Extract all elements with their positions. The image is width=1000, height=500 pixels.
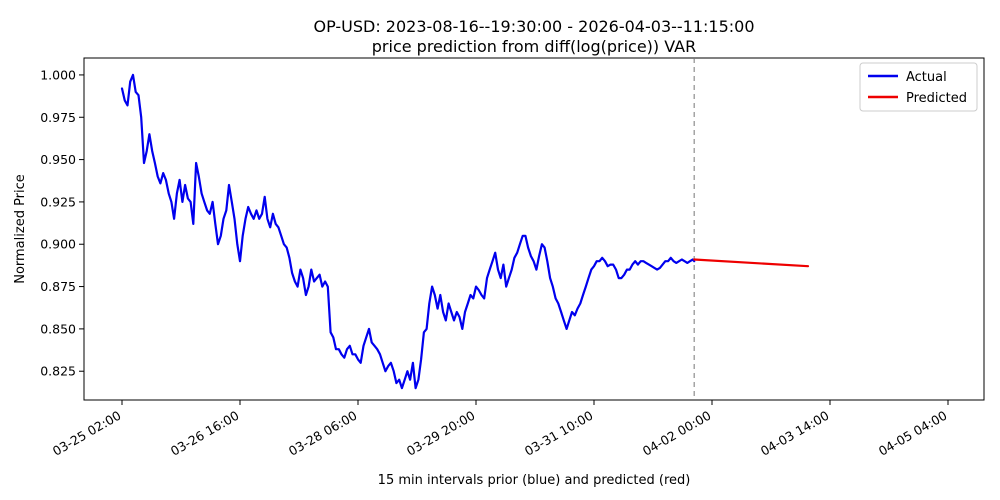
- y-tick-label: 0.825: [40, 364, 76, 379]
- y-axis: 0.825 0.850 0.875 0.900 0.925 0.950 0.975 1.000: [40, 67, 84, 379]
- legend-predicted-label: Predicted: [906, 91, 967, 106]
- x-tick-label: 04-02 00:00: [640, 408, 714, 459]
- series-line-actual: [120, 73, 696, 390]
- y-axis-label: Normalized Price: [13, 174, 28, 284]
- x-tick-label: 04-05 04:00: [876, 408, 950, 459]
- x-tick-label: 03-31 10:00: [522, 408, 596, 459]
- y-tick-label: 0.850: [40, 321, 76, 336]
- y-tick-label: 1.000: [40, 67, 76, 82]
- x-tick-label: 03-26 16:00: [168, 408, 242, 459]
- x-axis-label: 15 min intervals prior (blue) and predic…: [378, 473, 691, 488]
- x-tick-label: 03-25 02:00: [50, 408, 124, 459]
- y-tick-label: 0.950: [40, 152, 76, 167]
- x-axis: 03-25 02:00 03-26 16:00 03-28 06:00 03-29 2…: [50, 400, 950, 459]
- x-tick-label: 03-29 20:00: [404, 408, 478, 459]
- x-tick-label: 03-28 06:00: [286, 408, 360, 459]
- series-layer: [120, 73, 810, 390]
- chart-subtitle: price prediction from diff(log(price)) V…: [372, 37, 696, 56]
- y-tick-label: 0.900: [40, 237, 76, 252]
- x-tick-label: 04-03 14:00: [758, 408, 832, 459]
- plot-area: [83, 57, 985, 401]
- y-tick-label: 0.925: [40, 194, 76, 209]
- legend-actual-label: Actual: [906, 70, 947, 85]
- y-tick-label: 0.875: [40, 279, 76, 294]
- y-tick-label: 0.975: [40, 110, 76, 125]
- legend: Actual Predicted: [859, 62, 978, 112]
- chart-title: OP-USD: 2023-08-16--19:30:00 - 2026-04-0…: [313, 17, 754, 36]
- series-line-predicted: [693, 258, 810, 268]
